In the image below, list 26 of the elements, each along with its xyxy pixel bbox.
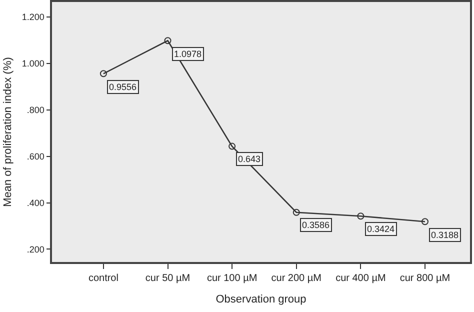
data-label: 0.3586 (302, 220, 330, 230)
data-label: 0.3188 (431, 230, 459, 240)
x-tick-label: cur 800 µM (400, 272, 450, 284)
point (421, 218, 428, 226)
point (292, 208, 300, 216)
y-tick-label: .800 (26, 104, 44, 115)
y-tick-label: .600 (26, 151, 44, 162)
x-tick-label: cur 200 µM (271, 272, 322, 284)
data-label: 0.643 (238, 154, 261, 164)
y-axis-title: Mean of proliferation index (%) (2, 57, 14, 207)
x-axis-title: Observation group (216, 293, 306, 306)
x-tick-label: cur 50 µM (145, 272, 190, 284)
data-label: 0.3424 (367, 224, 395, 234)
y-tick-label: .400 (26, 198, 44, 208)
y-tick-label: 1.000 (22, 58, 44, 68)
x-tick-label: cur 400 µM (336, 272, 386, 284)
x-tick-label: control (88, 272, 118, 284)
y-tick-label: 1.200 (22, 12, 44, 22)
point (228, 142, 236, 150)
x-tick-label: cur 100 µM (206, 272, 258, 284)
data-label: 1.0978 (174, 49, 202, 59)
data-label: 0.9556 (109, 82, 137, 92)
point (357, 212, 364, 220)
point (164, 37, 172, 44)
y-tick-label: .200 (26, 244, 44, 254)
point (100, 70, 107, 78)
